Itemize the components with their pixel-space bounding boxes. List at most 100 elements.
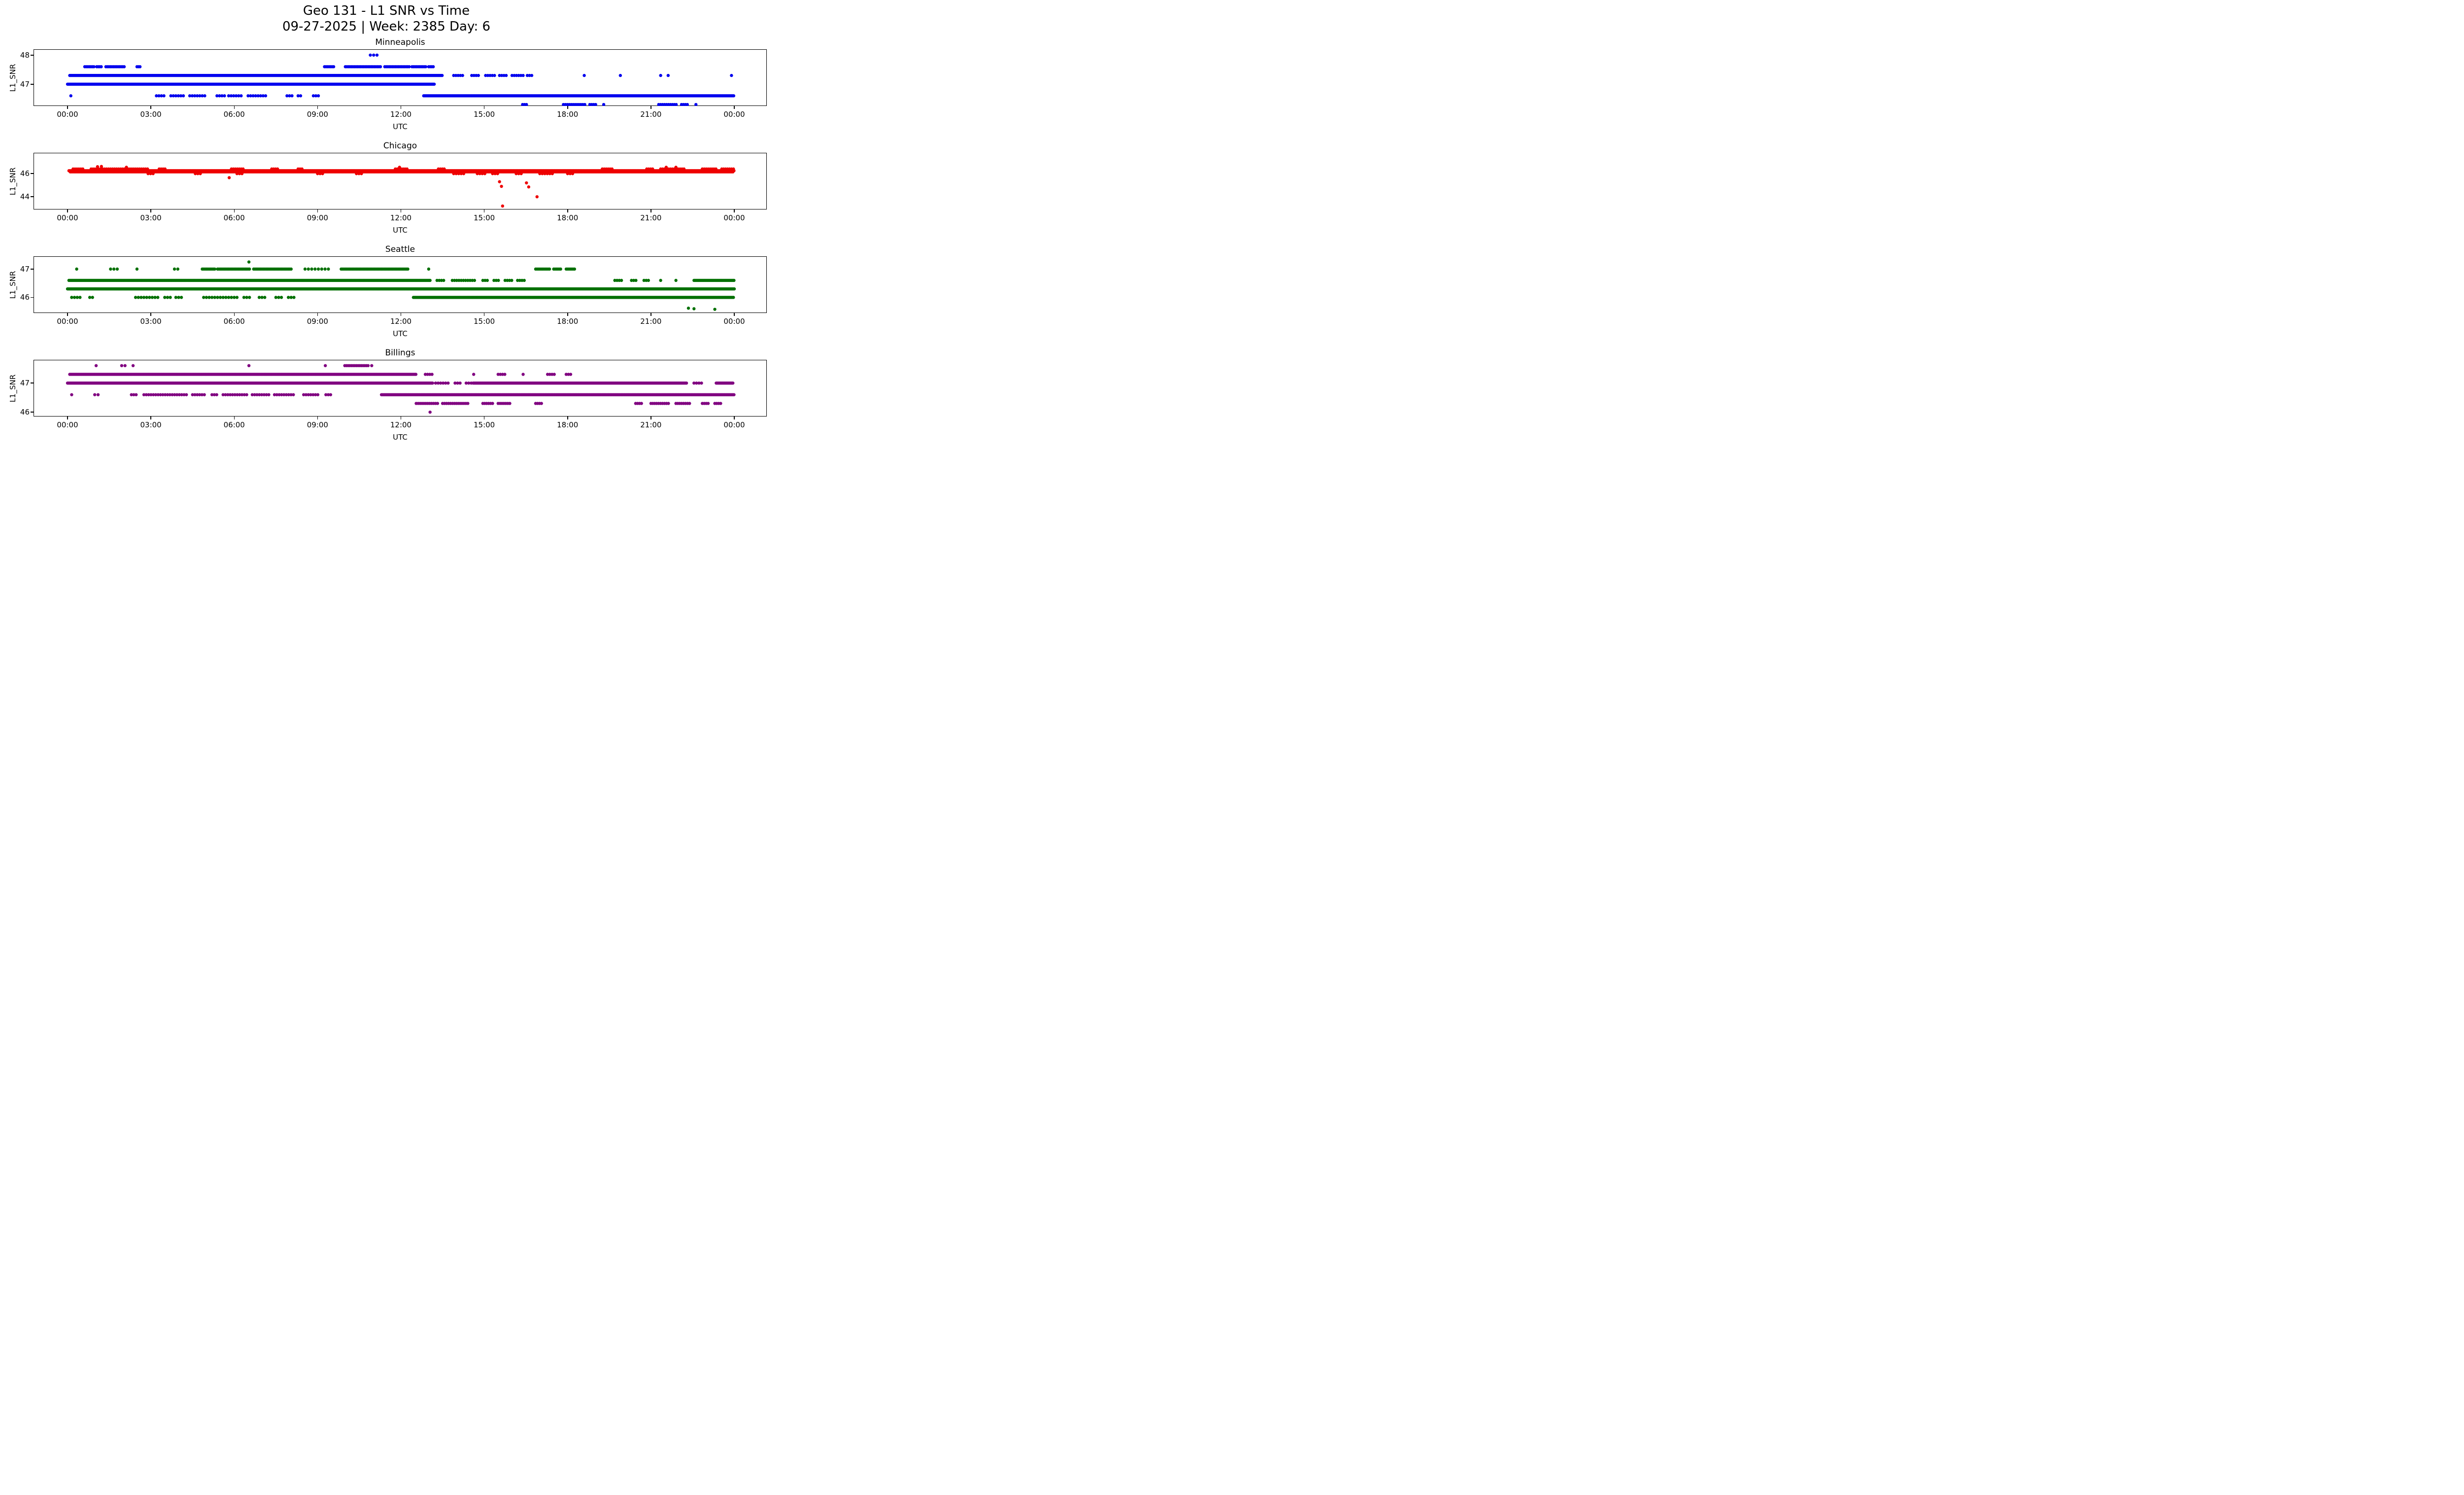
- y-tick-label: 47: [20, 379, 30, 388]
- x-tick-label: 03:00: [140, 213, 162, 222]
- x-tick-label: 18:00: [557, 420, 579, 429]
- x-tick-label: 03:00: [140, 110, 162, 119]
- figure-title-line1: Geo 131 - L1 SNR vs Time: [303, 3, 470, 18]
- x-tick-label: 12:00: [390, 420, 412, 429]
- y-tick-mark: [31, 173, 34, 174]
- x-tick-label: 06:00: [223, 110, 245, 119]
- x-tick-label: 15:00: [474, 213, 495, 222]
- x-tick-label: 21:00: [640, 110, 662, 119]
- figure: Geo 131 - L1 SNR vs Time 09-27-2025 | We…: [0, 0, 773, 449]
- y-tick-label: 48: [20, 50, 30, 60]
- x-tick-mark: [650, 209, 651, 212]
- x-tick-mark: [150, 106, 151, 109]
- y-tick-mark: [31, 269, 34, 270]
- x-tick-mark: [67, 106, 68, 109]
- y-tick-mark: [31, 412, 34, 413]
- y-tick-label: 46: [20, 293, 30, 302]
- x-tick-mark: [650, 313, 651, 316]
- x-tick-mark: [150, 209, 151, 212]
- y-axis-label-chicago: L1_SNR: [8, 167, 17, 195]
- y-axis-label-minneapolis: L1_SNR: [8, 64, 17, 92]
- y-tick-mark: [31, 382, 34, 383]
- x-tick-mark: [150, 417, 151, 419]
- x-tick-label: 18:00: [557, 317, 579, 326]
- x-tick-mark: [567, 417, 568, 419]
- scatter-canvas-seattle: [34, 256, 767, 313]
- x-tick-mark: [483, 417, 485, 419]
- x-tick-label: 15:00: [474, 110, 495, 119]
- x-tick-mark: [483, 106, 485, 109]
- x-tick-mark: [567, 209, 568, 212]
- x-tick-label: 21:00: [640, 213, 662, 222]
- x-tick-label: 06:00: [223, 420, 245, 429]
- y-tick-mark: [31, 55, 34, 56]
- figure-title-line2: 09-27-2025 | Week: 2385 Day: 6: [282, 19, 491, 34]
- x-tick-label: 09:00: [307, 213, 328, 222]
- x-axis-label-billings: UTC: [393, 433, 408, 442]
- x-tick-label: 06:00: [223, 317, 245, 326]
- x-tick-mark: [67, 209, 68, 212]
- x-tick-label: 12:00: [390, 213, 412, 222]
- x-tick-mark: [150, 313, 151, 316]
- x-tick-mark: [734, 209, 735, 212]
- x-tick-mark: [650, 417, 651, 419]
- x-tick-mark: [483, 313, 485, 316]
- x-tick-mark: [317, 313, 318, 316]
- x-tick-label: 15:00: [474, 317, 495, 326]
- x-axis-label-minneapolis: UTC: [393, 122, 408, 131]
- x-axis-label-chicago: UTC: [393, 226, 408, 235]
- x-tick-mark: [400, 313, 402, 316]
- x-tick-mark: [234, 209, 235, 212]
- x-tick-mark: [734, 313, 735, 316]
- y-tick-label: 46: [20, 408, 30, 417]
- scatter-canvas-chicago: [34, 153, 767, 209]
- y-tick-label: 46: [20, 169, 30, 178]
- y-tick-mark: [31, 196, 34, 197]
- x-tick-label: 21:00: [640, 317, 662, 326]
- subplot-title-chicago: Chicago: [383, 141, 417, 151]
- x-tick-mark: [734, 106, 735, 109]
- subplot-title-seattle: Seattle: [385, 244, 415, 254]
- x-tick-label: 09:00: [307, 317, 328, 326]
- x-tick-label: 12:00: [390, 317, 412, 326]
- y-tick-label: 47: [20, 79, 30, 89]
- x-tick-mark: [67, 313, 68, 316]
- x-tick-mark: [400, 417, 402, 419]
- x-tick-label: 00:00: [57, 420, 78, 429]
- x-tick-mark: [317, 209, 318, 212]
- x-tick-label: 00:00: [723, 317, 745, 326]
- x-tick-label: 00:00: [723, 110, 745, 119]
- y-axis-label-seattle: L1_SNR: [8, 271, 17, 299]
- x-tick-label: 15:00: [474, 420, 495, 429]
- x-tick-mark: [317, 417, 318, 419]
- x-tick-mark: [567, 313, 568, 316]
- y-tick-label: 44: [20, 192, 30, 202]
- x-tick-label: 09:00: [307, 110, 328, 119]
- x-tick-label: 00:00: [723, 213, 745, 222]
- scatter-canvas-minneapolis: [34, 49, 767, 106]
- x-axis-label-seattle: UTC: [393, 329, 408, 338]
- x-tick-mark: [567, 106, 568, 109]
- x-tick-label: 18:00: [557, 213, 579, 222]
- x-tick-label: 12:00: [390, 110, 412, 119]
- scatter-canvas-billings: [34, 360, 767, 417]
- y-tick-mark: [31, 84, 34, 85]
- x-tick-label: 00:00: [723, 420, 745, 429]
- x-tick-mark: [234, 313, 235, 316]
- subplot-title-minneapolis: Minneapolis: [375, 37, 425, 47]
- x-tick-label: 00:00: [57, 110, 78, 119]
- y-tick-mark: [31, 297, 34, 298]
- x-tick-mark: [67, 417, 68, 419]
- x-tick-label: 03:00: [140, 420, 162, 429]
- subplot-title-billings: Billings: [385, 348, 415, 358]
- x-tick-label: 21:00: [640, 420, 662, 429]
- x-tick-mark: [234, 417, 235, 419]
- y-axis-label-billings: L1_SNR: [8, 374, 17, 402]
- x-tick-mark: [400, 209, 402, 212]
- y-tick-label: 47: [20, 264, 30, 274]
- x-tick-mark: [400, 106, 402, 109]
- x-tick-label: 09:00: [307, 420, 328, 429]
- x-tick-label: 18:00: [557, 110, 579, 119]
- x-tick-label: 00:00: [57, 213, 78, 222]
- x-tick-label: 03:00: [140, 317, 162, 326]
